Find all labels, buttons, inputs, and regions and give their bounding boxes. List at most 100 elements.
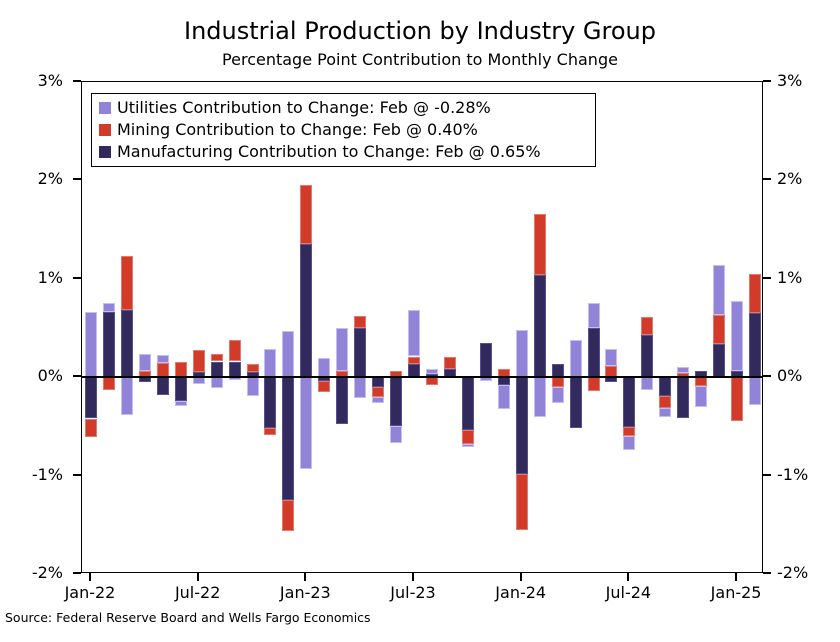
bar-segment-utilities-Nov-24 [695,386,708,407]
chart-subtitle: Percentage Point Contribution to Monthly… [222,50,618,69]
y-axis-label-left-2%: 2% [37,169,63,189]
legend-item-manufacturing: Manufacturing Contribution to Change: Fe… [99,141,587,163]
bar-segment-utilities-Oct-23 [461,444,474,448]
bar-segment-utilities-Aug-24 [641,377,654,390]
bar-segment-utilities-Oct-22 [246,377,259,396]
bar-segment-utilities-Mar-22 [120,377,133,415]
bar-segment-manufacturing-Nov-23 [479,342,492,378]
y-axis-label-right-3%: 3% [777,71,803,90]
bar-segment-mining-Jan-24 [515,473,528,530]
legend-label-mining: Mining Contribution to Change: Feb @ 0.4… [117,120,478,139]
bar-segment-manufacturing-Jun-23 [390,377,403,427]
bar-segment-mining-Mar-22 [120,256,133,311]
x-axis-label-Jan-24: Jan-24 [495,583,547,602]
bar-segment-mining-Aug-22 [210,353,223,362]
bar-segment-utilities-Feb-23 [318,357,331,378]
bar-segment-mining-May-24 [587,377,600,391]
chart-title: Industrial Production by Industry Group [184,17,656,45]
y-tick-left-2% [73,178,81,181]
bar-segment-utilities-Feb-25 [749,377,761,405]
bar-segment-utilities-Feb-24 [533,377,546,417]
bar-segment-mining-Jan-23 [300,185,313,245]
bar-segment-utilities-Dec-22 [282,331,295,378]
bar-segment-utilities-Aug-22 [210,377,223,388]
bar-segment-manufacturing-May-24 [587,328,600,378]
bar-segment-manufacturing-Jan-22 [85,377,97,419]
y-tick-left--2% [73,572,81,574]
bar-segment-manufacturing-Aug-22 [210,361,223,378]
x-tick-Jul-22 [196,573,199,581]
y-tick-right-0% [763,375,771,378]
x-axis-label-Jul-23: Jul-23 [390,583,436,602]
bar-segment-utilities-Sep-24 [659,407,672,417]
bar-segment-mining-Feb-23 [318,381,331,392]
bar-segment-mining-Dec-22 [282,500,295,531]
manufacturing-swatch-icon [99,146,111,158]
bar-segment-mining-Sep-23 [443,356,456,370]
y-axis-label-right--1%: -1% [777,464,809,484]
bar-segment-utilities-Jun-23 [390,426,403,444]
bar-segment-manufacturing-Aug-24 [641,334,654,378]
zero-axis-line [82,376,762,378]
bar-segment-utilities-Jul-24 [623,436,636,450]
bar-segment-utilities-Dec-23 [497,385,510,409]
bar-segment-mining-Jun-22 [174,362,187,378]
bar-segment-manufacturing-Sep-24 [659,377,672,396]
bar-segment-mining-Mar-24 [551,377,564,387]
bar-segment-utilities-Jun-24 [605,348,618,367]
bar-segment-mining-Oct-22 [246,364,259,373]
mining-swatch-icon [99,124,111,136]
bar-segment-mining-Sep-24 [659,395,672,408]
bar-segment-manufacturing-May-23 [372,377,385,387]
bar-segment-manufacturing-Sep-22 [228,361,241,378]
bar-segment-utilities-Jan-25 [731,301,744,372]
bar-segment-mining-Feb-24 [533,213,546,275]
bar-segment-manufacturing-Mar-23 [336,377,349,425]
x-tick-Jan-23 [304,573,307,581]
bar-segment-utilities-Nov-22 [264,348,277,378]
bar-segment-utilities-Apr-23 [354,377,367,398]
x-tick-Jul-24 [627,573,630,581]
bar-segment-manufacturing-Apr-24 [569,377,582,429]
y-axis-label-right-1%: 1% [777,267,803,287]
y-axis-label-left-1%: 1% [37,267,63,287]
bar-segment-manufacturing-Feb-24 [533,274,546,378]
y-tick-left-3% [73,80,81,82]
x-axis-label-Jan-25: Jan-25 [710,583,762,602]
x-tick-Jan-24 [519,573,522,581]
bar-segment-mining-Aug-24 [641,317,654,335]
bar-segment-mining-Feb-25 [749,273,761,314]
bar-segment-mining-Nov-22 [264,428,277,436]
y-axis-label-left--1%: -1% [31,464,63,484]
bar-segment-manufacturing-Dec-22 [282,377,295,501]
bar-segment-mining-May-23 [372,387,385,397]
y-tick-right--1% [763,473,771,476]
bar-segment-manufacturing-Jun-22 [174,377,187,401]
bar-segment-manufacturing-Jan-23 [300,244,313,378]
bar-segment-utilities-Mar-23 [336,328,349,372]
plot-area [81,81,763,573]
bar-segment-utilities-Jan-23 [300,377,313,469]
bar-segment-utilities-Jun-22 [174,400,187,406]
bar-segment-utilities-May-22 [156,354,169,364]
bar-segment-mining-Jul-22 [192,349,205,373]
legend-box: Utilities Contribution to Change: Feb @ … [91,93,596,167]
x-axis-label-Jan-22: Jan-22 [64,583,116,602]
bar-segment-utilities-Apr-24 [569,339,582,378]
bar-segment-manufacturing-Jan-24 [515,377,528,474]
legend-item-mining: Mining Contribution to Change: Feb @ 0.4… [99,119,587,141]
bar-segment-mining-Jan-22 [85,418,97,438]
y-tick-right-3% [763,80,771,82]
y-tick-right--2% [763,572,771,574]
bar-segment-manufacturing-Mar-22 [120,310,133,378]
y-tick-left-0% [73,375,81,378]
y-axis-label-right--2%: -2% [777,563,809,582]
bar-segment-mining-Oct-23 [461,430,474,445]
x-tick-Jan-25 [735,573,738,581]
bar-segment-mining-Sep-22 [228,339,241,362]
x-axis-label-Jul-24: Jul-24 [605,583,652,602]
y-axis-label-right-0%: 0% [777,366,803,386]
bar-segment-utilities-Mar-24 [551,387,564,403]
x-tick-Jan-22 [88,573,91,581]
bar-segment-manufacturing-Nov-22 [264,377,277,429]
